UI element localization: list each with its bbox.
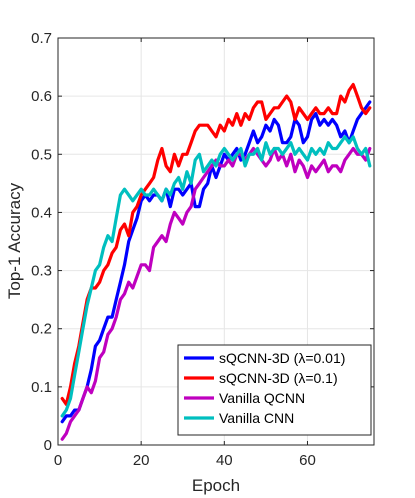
legend-box	[177, 344, 372, 436]
legend-label: sQCNN-3D (λ=0.01)	[219, 350, 345, 366]
y-tick-label: 0.4	[31, 204, 52, 221]
x-tick-label: 20	[133, 452, 150, 469]
y-tick-label: 0.6	[31, 88, 52, 105]
legend-label: sQCNN-3D (λ=0.1)	[219, 370, 338, 386]
y-tick-label: 0.5	[31, 146, 52, 163]
grid-lines	[57, 37, 374, 446]
tick-labels: 0 20 40 60 0 0.1 0.2 0.3 0.4 0.5 0.6 0.7	[31, 30, 316, 469]
y-axis-label: Top-1 Accuracy	[5, 182, 24, 299]
axis-ticks	[57, 37, 374, 446]
y-tick-label: 0.7	[31, 30, 52, 47]
legend: sQCNN-3D (λ=0.01) sQCNN-3D (λ=0.1) Vanilla…	[177, 344, 372, 436]
y-tick-label: 0.1	[31, 379, 52, 396]
series-line-3	[60, 146, 372, 441]
series-lines	[60, 82, 372, 441]
legend-label: Vanilla QCNN	[219, 390, 305, 406]
y-tick-label: 0.2	[31, 321, 52, 338]
x-tick-label: 40	[216, 452, 233, 469]
series-line-2	[60, 82, 372, 406]
plot-frame	[57, 37, 375, 446]
x-tick-label: 60	[299, 452, 316, 469]
legend-label: Vanilla CNN	[219, 410, 294, 426]
x-axis-label: Epoch	[192, 476, 240, 495]
y-tick-label: 0	[44, 437, 52, 454]
y-tick-label: 0.3	[31, 263, 52, 280]
x-tick-label: 0	[54, 452, 62, 469]
series-line-1	[60, 100, 372, 424]
series-line-4	[60, 135, 372, 418]
legend-items: sQCNN-3D (λ=0.01) sQCNN-3D (λ=0.1) Vanilla…	[184, 350, 345, 426]
